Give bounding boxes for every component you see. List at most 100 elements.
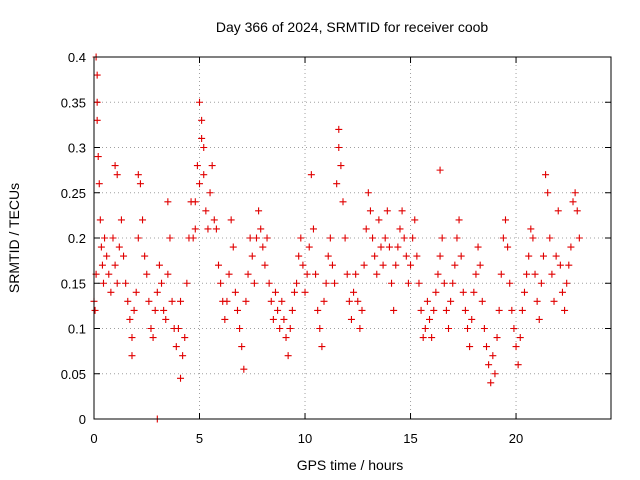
data-point [95, 180, 103, 188]
data-point [356, 325, 364, 332]
data-point [307, 171, 315, 179]
data-point [193, 162, 201, 170]
data-point [132, 288, 140, 296]
data-point [347, 315, 355, 323]
data-point [343, 270, 351, 278]
data-point [139, 216, 147, 224]
data-point [375, 216, 383, 224]
data-point [288, 306, 296, 314]
x-tick-label: 0 [90, 431, 97, 446]
y-tick-label: 0 [79, 412, 86, 427]
data-point [227, 216, 235, 224]
data-point [364, 189, 372, 197]
data-point [200, 171, 208, 179]
data-point [196, 98, 204, 106]
data-point [196, 180, 204, 188]
data-point [520, 288, 528, 296]
data-point [331, 279, 339, 287]
data-point [265, 279, 273, 287]
data-point [436, 252, 444, 260]
data-point [290, 288, 298, 296]
data-point [105, 270, 113, 278]
data-point [508, 306, 516, 314]
data-point [257, 225, 265, 233]
x-tick-label: 5 [196, 431, 203, 446]
data-point [411, 216, 419, 224]
data-point [415, 279, 423, 287]
data-point [143, 270, 151, 278]
data-point [478, 297, 486, 305]
data-point [134, 171, 142, 179]
data-point [407, 261, 415, 269]
data-point [280, 315, 288, 323]
data-point [126, 315, 134, 323]
data-point [113, 279, 121, 287]
data-point [324, 252, 332, 260]
data-point [474, 243, 482, 251]
data-point [255, 207, 263, 215]
x-axis-label: GPS time / hours [297, 457, 404, 473]
data-point [542, 171, 550, 179]
data-point [350, 288, 358, 296]
data-point [419, 334, 427, 342]
data-point [320, 297, 328, 305]
data-point [396, 225, 404, 233]
data-point [124, 297, 132, 305]
data-point [309, 225, 317, 233]
data-point [461, 306, 469, 314]
data-point [97, 243, 105, 251]
data-point [556, 261, 564, 269]
data-point [569, 198, 577, 206]
data-point [495, 306, 503, 314]
data-point [575, 234, 583, 242]
data-point [335, 125, 343, 133]
data-point [164, 198, 172, 206]
data-point [449, 279, 457, 287]
data-point [489, 352, 497, 360]
data-point [322, 279, 330, 287]
data-point [229, 243, 237, 251]
data-point [485, 361, 493, 369]
data-point [328, 261, 336, 269]
y-axis-label: SRMTID / TECUs [6, 183, 22, 293]
data-point [200, 144, 208, 151]
data-points [90, 53, 583, 423]
data-point [550, 297, 558, 305]
data-point [160, 306, 168, 314]
data-point [491, 370, 499, 378]
data-point [558, 288, 566, 296]
data-point [362, 225, 370, 233]
data-point [134, 234, 142, 242]
data-point [212, 225, 220, 233]
data-point [413, 252, 421, 260]
data-point [457, 252, 465, 260]
data-point [198, 116, 206, 124]
plot-frame [93, 56, 612, 420]
data-point [202, 207, 210, 215]
data-point [480, 325, 488, 332]
data-point [476, 261, 484, 269]
data-point [221, 315, 229, 323]
data-point [98, 261, 106, 269]
data-point [263, 234, 271, 242]
data-point [305, 243, 313, 251]
y-tick-label: 0.1 [68, 322, 86, 337]
data-point [453, 234, 461, 242]
data-point [341, 234, 349, 242]
data-point [428, 334, 436, 342]
chart-title: Day 366 of 2024, SRMTID for receiver coo… [216, 19, 489, 35]
data-point [326, 234, 334, 242]
data-point [432, 288, 440, 296]
data-point [286, 325, 294, 332]
data-point [299, 261, 307, 269]
data-point [394, 243, 402, 251]
data-point [366, 207, 374, 215]
data-point [267, 297, 275, 305]
data-point [466, 343, 474, 351]
data-point [284, 352, 292, 360]
data-point [149, 334, 157, 342]
data-point [371, 252, 379, 260]
data-point [179, 352, 187, 360]
data-point [354, 297, 362, 305]
data-point [223, 297, 231, 305]
